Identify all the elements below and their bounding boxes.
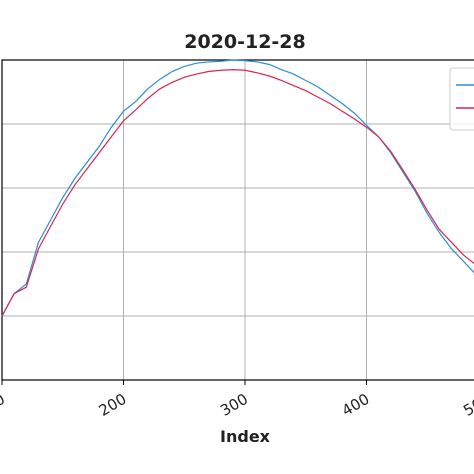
- plot-frame: [1, 59, 474, 381]
- legend-box: [449, 67, 474, 131]
- chart-title: 2020-12-28: [184, 31, 306, 53]
- x-tick-label: 500: [460, 390, 474, 420]
- x-tick-label: 100: [0, 390, 8, 420]
- x-tick-label: 300: [217, 390, 251, 420]
- series-line: [1, 68, 474, 317]
- x-tick-label: 200: [96, 390, 130, 420]
- x-axis-label: Index: [220, 427, 271, 446]
- x-tick-label: 400: [339, 390, 373, 420]
- series-line: [1, 59, 474, 317]
